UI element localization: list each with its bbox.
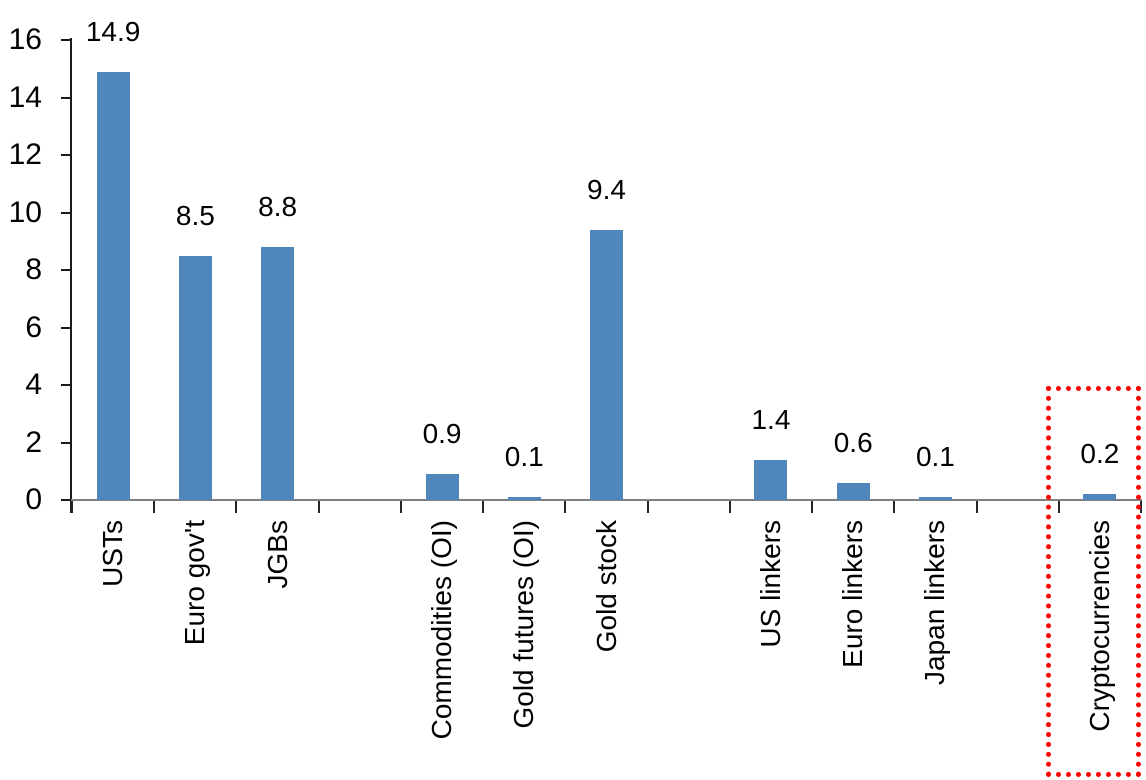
- x-tick: [71, 501, 73, 513]
- y-tick: [61, 211, 71, 214]
- data-label: 0.2: [1080, 438, 1120, 469]
- category-label-euro-linkers: Euro linkers: [837, 520, 869, 668]
- bar-japan-linkers: [918, 497, 952, 500]
- x-tick: [811, 501, 814, 513]
- bar-us-linkers: [754, 460, 788, 500]
- y-tick: [61, 96, 71, 99]
- x-tick: [564, 501, 567, 513]
- y-tick: [61, 39, 71, 41]
- y-tick: [61, 441, 71, 444]
- x-tick: [728, 501, 731, 513]
- x-tick: [235, 501, 238, 513]
- y-tick: [61, 269, 71, 271]
- y-tick: [61, 499, 71, 501]
- bar-euro-linkers: [836, 483, 870, 500]
- x-tick: [153, 501, 156, 513]
- data-label: 1.4: [751, 404, 791, 435]
- y-tick-label: 4: [25, 368, 42, 401]
- y-tick-label: 2: [25, 425, 42, 459]
- category-label-commodities-oi-: Commodities (OI): [426, 520, 458, 740]
- bar-euro-gov-t: [178, 256, 212, 500]
- x-tick: [399, 501, 402, 513]
- data-label: 0.9: [422, 418, 462, 449]
- y-tick-label: 8: [25, 253, 42, 286]
- x-tick: [1140, 501, 1142, 513]
- x-tick: [893, 501, 896, 513]
- category-label-gold-futures-oi-: Gold futures (OI): [508, 520, 540, 729]
- cryptocurrencies-highlight-box: [1046, 386, 1141, 777]
- x-tick: [482, 501, 485, 513]
- x-tick: [646, 501, 649, 513]
- bar-usts: [96, 72, 130, 500]
- bar-gold-futures-oi-: [507, 497, 541, 500]
- data-label: 8.5: [175, 200, 215, 231]
- data-label: 14.9: [85, 16, 141, 47]
- y-tick-label: 0: [25, 483, 42, 516]
- y-tick: [61, 326, 71, 329]
- y-tick-label: 14: [8, 80, 42, 114]
- data-label: 0.1: [504, 441, 544, 472]
- category-label-euro-gov-t: Euro gov't: [179, 520, 211, 646]
- bar-gold-stock: [590, 230, 623, 500]
- bar-cryptocurrencies: [1083, 494, 1117, 500]
- category-label-usts: USTs: [97, 520, 129, 587]
- x-axis-line: [71, 499, 1142, 501]
- y-tick-label: 6: [25, 310, 42, 344]
- y-tick: [61, 154, 71, 156]
- x-tick: [1057, 501, 1060, 513]
- y-axis-line: [70, 38, 72, 513]
- bar-jgbs: [261, 247, 295, 500]
- x-tick: [317, 501, 320, 513]
- y-tick-label: 12: [8, 138, 42, 171]
- category-label-jgbs: JGBs: [261, 520, 293, 589]
- bar-commodities-oi-: [425, 474, 459, 500]
- y-tick-label: 10: [8, 195, 42, 229]
- y-tick-label: 16: [8, 23, 42, 56]
- data-label: 8.8: [258, 191, 298, 222]
- category-label-us-linkers: US linkers: [754, 520, 786, 648]
- x-tick: [975, 501, 978, 513]
- y-tick: [61, 384, 71, 386]
- data-label: 0.1: [915, 441, 955, 472]
- category-label-japan-linkers: Japan linkers: [919, 520, 951, 685]
- category-label-gold-stock: Gold stock: [590, 520, 622, 653]
- data-label: 0.6: [833, 427, 873, 458]
- data-label: 9.4: [587, 174, 626, 205]
